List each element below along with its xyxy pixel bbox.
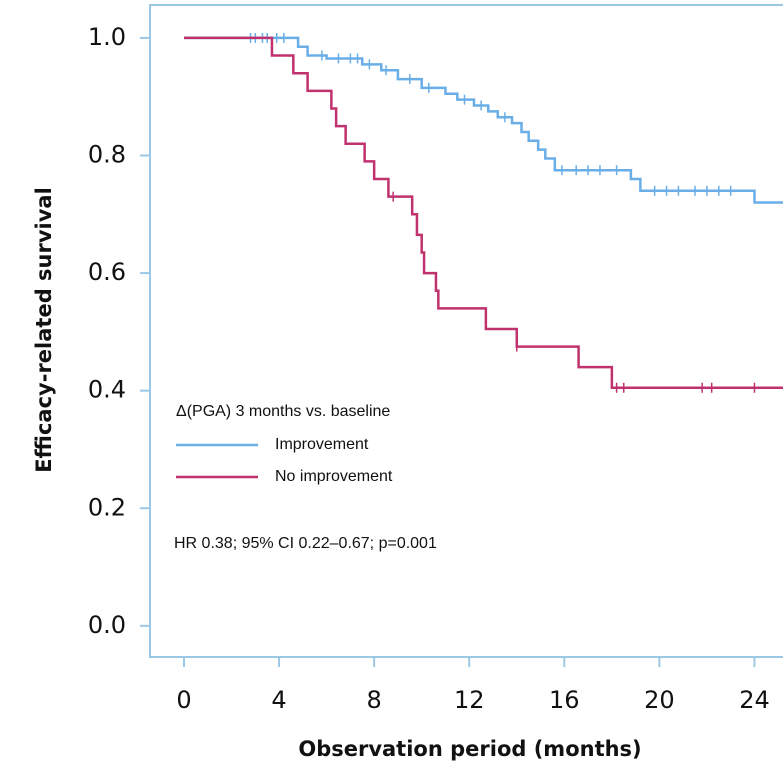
x-tick-label: 0 (176, 686, 191, 714)
x-tick-label: 20 (644, 686, 675, 714)
x-tick-label: 24 (739, 686, 770, 714)
survival-curve (183, 36, 783, 204)
x-axis-title: Observation period (months) (298, 737, 641, 761)
x-tick-label: 16 (549, 686, 580, 714)
x-tick-label: 12 (454, 686, 485, 714)
y-tick-label: 1.0 (88, 23, 126, 51)
y-tick-label: 0.6 (88, 258, 126, 286)
legend-label: No improvement (275, 468, 393, 485)
x-tick-label: 4 (271, 686, 286, 714)
y-axis-title: Efficacy-related survival (32, 187, 56, 473)
legend-title: Δ(PGA) 3 months vs. baseline (176, 403, 390, 420)
y-tick-label: 0.4 (88, 376, 126, 404)
y-tick-label: 0.8 (88, 141, 126, 169)
plot-frame (149, 4, 783, 658)
y-tick-label: 0.0 (88, 611, 126, 639)
y-tick-label: 0.2 (88, 493, 126, 521)
annotation: HR 0.38; 95% CI 0.22–0.67; p=0.001 (174, 535, 437, 552)
legend-label: Improvement (275, 436, 369, 453)
x-tick-label: 8 (367, 686, 382, 714)
survival-curve (183, 36, 783, 389)
